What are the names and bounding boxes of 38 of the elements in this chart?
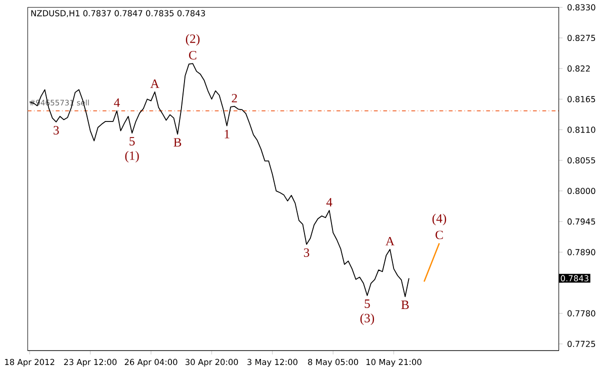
annotation: (4) (432, 214, 446, 226)
annotation: B (401, 300, 409, 310)
annotation: (2) (186, 34, 200, 46)
annotation: A (150, 80, 160, 88)
annotation: 1 (224, 130, 230, 138)
y-tick-label: 0.8330 (568, 4, 596, 10)
x-tick-label: 30 Apr 20:00 (186, 358, 238, 367)
x-tick-label: 3 May 12:00 (247, 358, 298, 367)
y-tick-label: 0.7945 (568, 218, 596, 225)
annotation: 2 (232, 94, 237, 102)
y-tick-label: 0.7780 (568, 310, 596, 316)
x-tick-label: 10 May 21:00 (366, 358, 422, 367)
y-tick-label: 0.8110 (568, 126, 596, 133)
chart-title: NZDUSD,H1 0.7837 0.7847 0.7835 0.7843 (31, 10, 205, 18)
y-tick-label: 0.822 (568, 65, 590, 72)
annotation: C (189, 51, 196, 60)
x-tick-label: 18 Apr 2012 (5, 358, 54, 367)
y-tick-label: 0.7890 (568, 249, 596, 256)
annotation: (3) (360, 314, 374, 325)
y-tick-label: 0.8055 (568, 157, 596, 164)
annotation: A (386, 237, 394, 246)
y-tick-label: 0.7725 (568, 340, 596, 348)
y-tick-label: 0.8165 (568, 96, 596, 102)
annotation: (1) (125, 151, 139, 163)
annotation: 4 (326, 198, 332, 206)
y-tick-label: 0.8000 (568, 188, 596, 194)
annotation: B (174, 138, 182, 147)
annotation: C (436, 230, 443, 240)
y-tick-label: 0.8275 (568, 34, 596, 42)
x-tick-label: 26 Apr 04:00 (124, 358, 178, 367)
annotation: 5 (364, 300, 370, 308)
x-tick-label: 8 May 05:00 (308, 358, 358, 367)
annotation: 3 (304, 248, 310, 257)
text: 0.7843 (560, 275, 588, 282)
annotation: 3 (54, 126, 59, 135)
annotation: 4 (114, 98, 120, 107)
x-tick-label: 23 Apr 12:00 (64, 358, 117, 367)
annotation: 5 (130, 137, 135, 146)
